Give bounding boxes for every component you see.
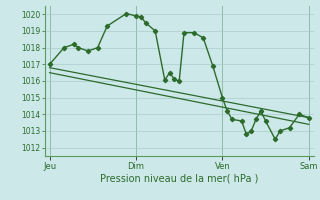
X-axis label: Pression niveau de la mer( hPa ): Pression niveau de la mer( hPa ) [100, 173, 258, 183]
